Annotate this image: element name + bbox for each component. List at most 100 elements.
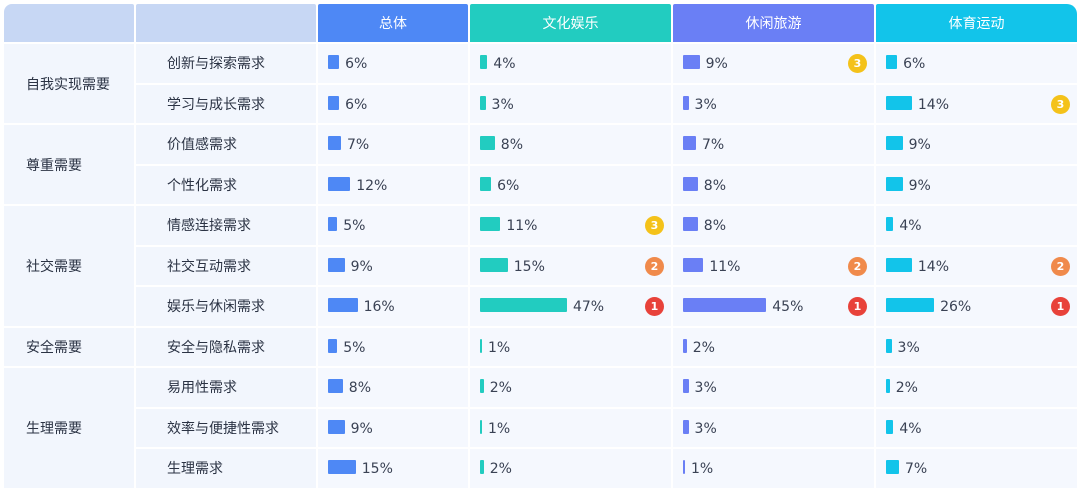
value-label: 2%: [692, 339, 715, 356]
value-label: 15%: [361, 461, 393, 477]
row-label: 生理需求: [136, 449, 316, 488]
value-label: 1%: [488, 420, 511, 437]
header-blank-group: [4, 4, 134, 42]
value-cell: 9%: [876, 165, 1077, 204]
value-cell: 4%: [470, 44, 671, 83]
value-cell: 3%: [673, 368, 874, 407]
value-label: 3%: [897, 339, 920, 356]
value-label: 8%: [500, 137, 524, 153]
value-label: 45%: [772, 299, 804, 315]
value-label: 6%: [345, 96, 368, 113]
bar-总体: [328, 95, 340, 110]
value-cell: 14% 2: [876, 246, 1077, 285]
value-cell: 47% 1: [470, 287, 671, 326]
value-label: 5%: [343, 218, 366, 234]
value-cell: 11% 2: [673, 246, 874, 285]
bar-体育运动: [886, 136, 903, 150]
row-label: 情感连接需求: [136, 206, 316, 245]
value-cell: 1%: [470, 408, 671, 447]
value-cell: 2%: [673, 327, 874, 366]
value-cell: 4%: [876, 408, 1077, 447]
value-cell: 3%: [673, 84, 874, 123]
bar-总体: [328, 136, 341, 150]
row-label: 效率与便捷性需求: [136, 408, 316, 447]
bar-文化娱乐: [480, 419, 482, 434]
bar-文化娱乐: [480, 257, 508, 272]
bar-体育运动: [886, 55, 898, 69]
bar-休闲旅游: [683, 338, 687, 353]
row-label: 学习与成长需求: [136, 84, 316, 123]
value-label: 5%: [343, 339, 366, 356]
bar-体育运动: [886, 379, 890, 393]
row-label: 价值感需求: [136, 125, 316, 164]
row-label: 创新与探索需求: [136, 44, 316, 83]
value-cell: 3%: [876, 327, 1077, 366]
bar-文化娱乐: [480, 136, 495, 150]
bar-文化娱乐: [480, 55, 488, 69]
value-cell: 8%: [673, 206, 874, 245]
value-cell: 8%: [673, 165, 874, 204]
value-label: 4%: [899, 420, 922, 437]
bar-休闲旅游: [683, 55, 700, 69]
value-label: 2%: [489, 461, 512, 477]
value-cell: 2%: [876, 368, 1077, 407]
value-cell: 9%: [318, 246, 468, 285]
bar-文化娱乐: [480, 298, 567, 312]
rank-badge: 2: [848, 256, 867, 276]
value-cell: 7%: [318, 125, 468, 164]
rank-badge: 1: [645, 297, 664, 316]
bar-总体: [328, 217, 338, 231]
bar-总体: [328, 379, 343, 393]
bar-总体: [328, 176, 351, 191]
column-header-2: 休闲旅游: [673, 4, 874, 42]
bar-文化娱乐: [480, 379, 484, 393]
bar-休闲旅游: [683, 217, 698, 231]
value-label: 3%: [491, 96, 514, 113]
bar-体育运动: [886, 257, 912, 272]
bar-总体: [328, 460, 356, 474]
bar-文化娱乐: [480, 460, 484, 474]
value-cell: 8%: [470, 125, 671, 164]
group-label: 自我实现需要: [4, 44, 134, 123]
value-cell: 6%: [470, 165, 671, 204]
value-label: 3%: [694, 96, 717, 113]
group-label: 安全需要: [4, 327, 134, 366]
value-label: 14%: [917, 96, 950, 113]
value-label: 7%: [346, 137, 370, 153]
column-header-3: 体育运动: [876, 4, 1077, 42]
value-label: 1%: [488, 339, 511, 356]
value-label: 14%: [917, 258, 950, 275]
bar-休闲旅游: [683, 95, 689, 110]
value-label: 12%: [356, 177, 388, 194]
bar-体育运动: [886, 298, 935, 312]
value-cell: 5%: [318, 327, 468, 366]
value-label: 3%: [694, 380, 717, 396]
value-label: 26%: [940, 299, 972, 315]
header-blank-sub: [136, 4, 316, 42]
column-header-0: 总体: [318, 4, 468, 42]
bar-体育运动: [886, 419, 894, 434]
bar-总体: [328, 298, 358, 312]
value-label: 3%: [694, 420, 717, 437]
value-label: 11%: [709, 258, 741, 275]
value-label: 2%: [895, 380, 918, 396]
value-label: 9%: [908, 177, 931, 194]
row-label: 安全与隐私需求: [136, 327, 316, 366]
value-label: 9%: [350, 258, 373, 275]
value-cell: 26% 1: [876, 287, 1077, 326]
bar-总体: [328, 55, 340, 69]
value-label: 7%: [701, 137, 725, 153]
rank-badge: 2: [1051, 256, 1070, 276]
value-cell: 1%: [470, 327, 671, 366]
value-cell: 9% 3: [673, 44, 874, 83]
group-label: 生理需要: [4, 368, 134, 488]
value-label: 15%: [513, 258, 545, 275]
value-label: 1%: [691, 461, 714, 477]
value-cell: 3%: [470, 84, 671, 123]
bar-文化娱乐: [480, 338, 482, 353]
rank-badge: 3: [1051, 94, 1070, 114]
value-cell: 6%: [318, 44, 468, 83]
value-label: 7%: [904, 461, 928, 477]
bar-体育运动: [886, 338, 892, 353]
